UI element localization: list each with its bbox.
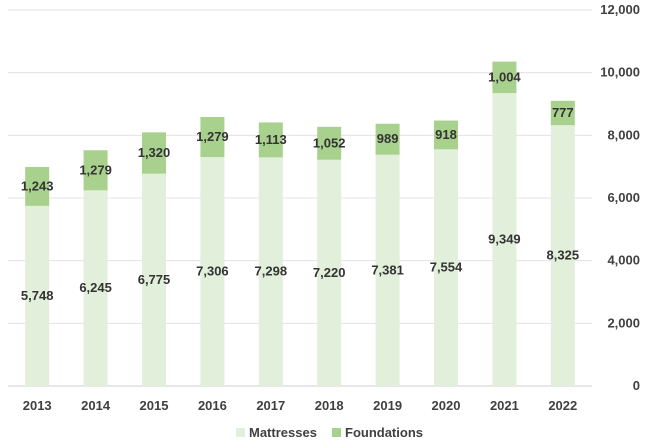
bar-mattresses-2016 xyxy=(200,157,225,386)
data-label-mattresses: 9,349 xyxy=(488,232,521,247)
data-label-foundations: 1,243 xyxy=(21,178,54,193)
data-labels: 5,748 1,243 6,245 1,279 6,775 1,320 7,306 1,279… xyxy=(21,69,579,303)
data-label-mattresses: 6,775 xyxy=(138,272,171,287)
data-label-foundations: 1,279 xyxy=(79,162,112,177)
x-tick-label: 2015 xyxy=(140,398,169,413)
data-label-foundations: 1,279 xyxy=(196,129,229,144)
bar-mattresses-2019 xyxy=(375,154,400,386)
y-tick-label: 12,000 xyxy=(600,2,640,17)
x-tick-label: 2017 xyxy=(256,398,285,413)
bar-mattresses-2014 xyxy=(83,190,108,386)
data-label-mattresses: 5,748 xyxy=(21,288,54,303)
data-label-mattresses: 7,306 xyxy=(196,264,229,279)
bar-mattresses-2021 xyxy=(492,93,517,386)
legend-swatch-foundations xyxy=(332,428,341,437)
data-label-foundations: 1,004 xyxy=(488,69,521,84)
bar-mattresses-2020 xyxy=(434,149,458,386)
x-tick-label: 2021 xyxy=(490,398,519,413)
x-tick-label: 2016 xyxy=(198,398,227,413)
x-tick-label: 2022 xyxy=(548,398,577,413)
x-tick-label: 2014 xyxy=(81,398,111,413)
legend: Mattresses Foundations xyxy=(236,425,423,440)
legend-label-foundations: Foundations xyxy=(345,425,423,440)
data-label-mattresses: 8,325 xyxy=(547,248,580,263)
bar-mattresses-2017 xyxy=(258,157,283,386)
bar-foundations-2013 xyxy=(25,166,50,206)
y-tick-label: 6,000 xyxy=(607,190,640,205)
data-label-mattresses: 7,220 xyxy=(313,265,346,280)
bar-foundations-2022 xyxy=(550,100,575,126)
data-label-foundations: 1,320 xyxy=(138,145,171,160)
bar-foundations-2017 xyxy=(258,122,283,158)
bar-foundations-2021 xyxy=(492,61,517,94)
x-tick-label: 2019 xyxy=(373,398,402,413)
bar-foundations-2014 xyxy=(83,150,108,191)
y-tick-label: 10,000 xyxy=(600,65,640,80)
bar-foundations-2020 xyxy=(434,120,458,150)
bar-mattresses-2015 xyxy=(142,173,166,386)
bar-mattresses-2013 xyxy=(25,205,50,386)
data-label-foundations: 918 xyxy=(435,127,457,142)
bar-mattresses-2022 xyxy=(550,125,575,387)
legend-label-mattresses: Mattresses xyxy=(249,425,317,440)
x-tick-label: 2013 xyxy=(23,398,52,413)
bar-mattresses-2018 xyxy=(317,159,342,386)
y-tick-label: 8,000 xyxy=(607,127,640,142)
data-label-foundations: 1,113 xyxy=(255,132,287,147)
bars xyxy=(25,61,575,387)
bar-foundations-2018 xyxy=(317,126,342,160)
y-tick-label: 0 xyxy=(633,378,640,393)
data-label-mattresses: 6,245 xyxy=(79,280,112,295)
legend-swatch-mattresses xyxy=(236,428,245,437)
data-label-mattresses: 7,381 xyxy=(371,262,404,277)
data-label-foundations: 989 xyxy=(377,131,399,146)
data-label-mattresses: 7,298 xyxy=(255,264,288,279)
data-label-foundations: 1,052 xyxy=(313,135,346,150)
x-axis: 2013 2014 2015 2016 2017 2018 2019 2020 2021 2022 xyxy=(23,398,578,413)
y-tick-label: 2,000 xyxy=(607,315,640,330)
y-axis: 0 2,000 4,000 6,000 8,000 10,000 12,000 xyxy=(600,2,640,393)
x-tick-label: 2018 xyxy=(315,398,344,413)
bar-foundations-2019 xyxy=(375,123,400,155)
bar-foundations-2015 xyxy=(142,132,166,174)
data-label-mattresses: 7,554 xyxy=(430,260,463,275)
y-tick-label: 4,000 xyxy=(607,253,640,268)
x-tick-label: 2020 xyxy=(432,398,461,413)
bar-foundations-2016 xyxy=(200,117,225,158)
data-label-foundations: 777 xyxy=(552,105,574,120)
